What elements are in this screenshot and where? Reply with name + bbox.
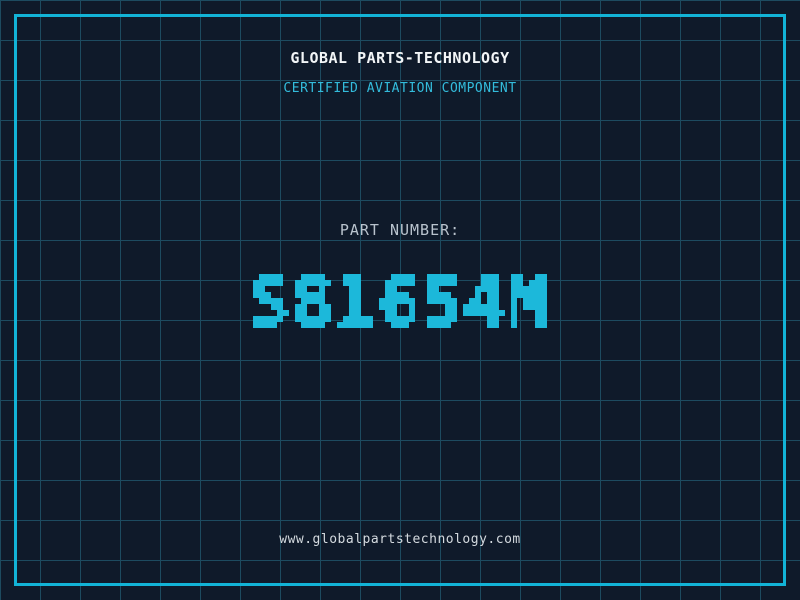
part-number-display: [241, 250, 559, 358]
part-number-label: PART NUMBER:: [339, 221, 461, 239]
certification-subtitle: CERTIFIED AVIATION COMPONENT: [283, 81, 517, 96]
company-title: GLOBAL PARTS-TECHNOLOGY: [290, 49, 510, 67]
part-number-row: [0, 250, 800, 358]
website-url: www.globalpartstechnology.com: [279, 532, 521, 547]
